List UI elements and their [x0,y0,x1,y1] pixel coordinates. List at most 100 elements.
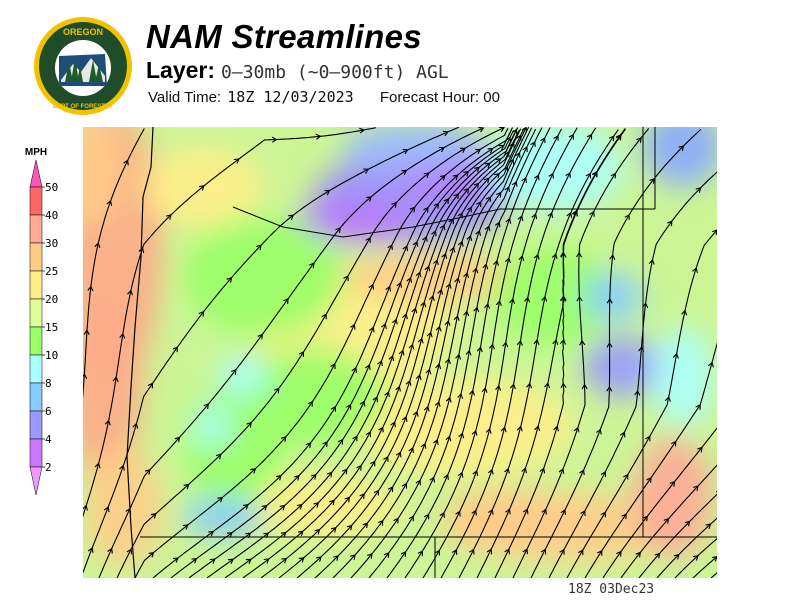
streamline-arrow [448,218,455,225]
streamline-arrow [471,429,478,436]
streamline-arrow [541,295,548,302]
streamline [224,127,519,578]
streamline [620,464,717,578]
streamline-arrow [103,505,110,513]
streamline-arrow [457,392,464,399]
valid-time-label: Valid Time: [148,89,222,106]
streamline-arrow [257,333,263,340]
streamline-arrow [495,300,502,307]
streamline-arrow [408,447,414,453]
streamline-arrow [505,217,512,224]
streamline [116,127,505,578]
streamline-arrow [350,554,356,560]
streamline-arrow [415,374,422,381]
streamline-arrow [385,285,392,292]
streamline-arrow [483,177,490,184]
streamline-arrow [560,509,566,516]
streamline-arrow [125,507,132,514]
streamline-arrow [359,127,365,134]
streamline-arrow [560,251,567,258]
streamline-arrow [345,403,352,410]
streamline-arrow [144,469,151,475]
streamline-arrow [692,554,699,561]
legend-tick-label: 10 [45,349,58,362]
streamline-arrow [429,476,435,483]
streamline-arrow [315,556,322,562]
streamline-arrow [298,556,305,563]
layer-row: Layer: 0–30mb (~0–900ft) AGL [146,57,449,84]
streamline-arrow [616,550,622,557]
streamline-arrow [484,162,491,169]
streamline-arrow [227,558,234,565]
streamline-arrow [321,313,327,320]
forecast-hour-value: 00 [483,89,500,106]
streamline [404,128,563,578]
streamline-arrow [83,504,88,511]
legend-band [29,242,43,272]
streamline-arrow [509,142,515,149]
streamline-arrow [191,558,198,564]
streamline-arrow [310,473,317,480]
streamline-arrow [476,346,483,353]
streamline-arrow [411,307,418,314]
legend-band [29,298,43,328]
streamline-arrow [597,549,603,556]
streamline [152,129,512,578]
streamline-arrow [368,283,375,290]
streamline-arrow [712,229,717,236]
legend-under-arrow [29,466,43,496]
streamline [242,130,520,578]
legend-band [29,438,43,468]
streamline-arrow [428,294,435,301]
streamline-arrow [664,395,671,402]
streamline-arrow [215,453,222,460]
streamline-arrow [433,259,439,266]
streamline-arrow [431,230,437,237]
streamline-arrow [138,247,145,254]
streamline-arrow [485,427,492,434]
streamline-arrow [495,158,502,164]
legend-over-arrow [29,159,43,188]
streamline-arrow [420,442,427,449]
streamline-arrow [377,519,384,526]
streamline-arrow [473,182,480,189]
streamline-arrow [619,431,626,438]
streamline-arrow [198,310,205,317]
streamline-arrow [324,189,331,196]
streamline-arrow [544,382,551,389]
streamline-arrow [288,214,295,221]
streamline [458,129,619,578]
streamline-arrow [391,201,398,208]
streamline-arrow [511,180,518,187]
streamline-arrow [565,171,571,178]
streamline-arrow [172,346,179,353]
page-title: NAM Streamlines [146,18,422,55]
streamline-arrow [666,220,673,227]
oregon-department-of-forestry-logo: OREGON DEPT OF FORESTRY [34,17,132,115]
streamline-arrow [377,359,383,366]
streamline-arrow [445,358,452,365]
streamline-map [83,127,717,578]
streamline-arrow [621,513,627,520]
streamline-arrow [245,558,252,565]
streamline-arrow [373,489,380,496]
streamline-arrow [453,314,460,321]
streamline-arrow [437,288,444,295]
streamline-arrow [344,496,351,503]
streamline-arrow [522,146,528,153]
streamline-arrow [365,236,371,243]
streamline-arrow [256,244,262,251]
streamline-arrow [147,382,154,389]
legend-tick-label: 40 [45,209,58,222]
streamline-arrow [445,282,452,289]
legend-tick-label: 25 [45,265,58,278]
streamline-arrow [463,170,470,177]
legend-tick-label: 50 [45,181,58,194]
streamline-arrow [104,419,111,426]
streamline-arrow [242,504,249,510]
streamline-arrow [552,339,559,345]
streamline-arrow [606,341,613,348]
streamline-arrow [364,364,371,371]
streamline-arrow [481,386,488,393]
streamline-arrow [400,551,407,557]
